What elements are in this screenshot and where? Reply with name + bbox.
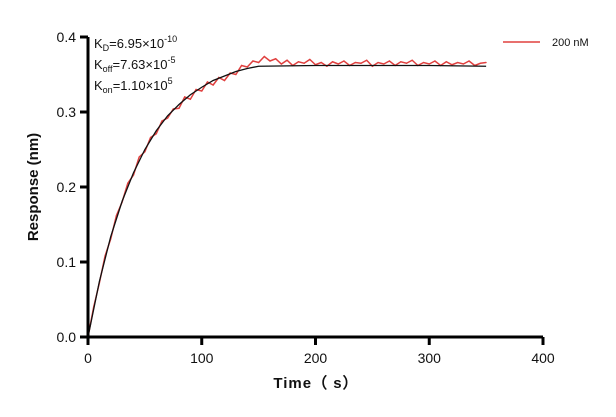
x-axis-label: Time（ s） [273,374,358,392]
x-tick-label: 300 [418,350,442,366]
data-point [161,120,163,122]
data-point [269,60,271,62]
y-tick-label: 0.0 [57,329,77,345]
data-point [485,61,487,64]
legend: 200 nM [503,37,589,49]
kd-annotation: KD=6.95×10-10 [94,34,177,53]
data-point [468,60,470,62]
data-point [240,64,243,67]
data-point [445,61,447,63]
legend-label: 200 nM [552,37,589,49]
data-point [422,61,425,64]
data-point [258,61,260,64]
x-tick-label: 100 [190,350,214,366]
data-point [457,61,459,64]
y-tick-label: 0.4 [57,29,77,45]
data-point [360,62,362,64]
data-point [275,58,277,60]
data-point [184,96,186,98]
x-tick-label: 200 [304,350,328,366]
kon-annotation: Kon=1.10×105 [94,76,173,95]
data-point [343,60,345,62]
data-point [337,63,339,65]
x-tick-label: 0 [84,350,92,366]
data-point [366,59,368,61]
data-point [178,107,180,109]
data-point [149,136,152,139]
fit-curve [87,64,487,338]
y-axis: 0.0 0.1 0.2 0.3 0.4 [57,29,90,345]
koff-annotation: Koff=7.63×10-5 [94,55,175,74]
data-point [212,84,214,86]
plot-area [87,55,487,338]
data-point [252,60,254,62]
data-point [155,133,157,135]
data-point [138,156,140,158]
data-point [115,214,118,217]
data-point [223,79,226,82]
data-point [201,90,203,92]
data-point [462,63,464,65]
data-point [331,61,334,63]
kinetics-annotation: KD=6.95×10-10 Koff=7.63×10-5 Kon=1.10×10… [94,34,177,95]
data-point [479,62,482,64]
data-point [309,58,311,61]
data-point [280,63,282,65]
y-axis-label: Response (nm) [25,133,42,241]
data-point [297,61,300,63]
data-point [434,60,436,62]
data-point [303,62,305,64]
data-point [189,98,191,100]
data-point [451,64,453,66]
data-point [167,117,169,119]
data-point [127,182,129,184]
data-point [263,55,265,58]
series-line-200nm [87,55,487,338]
data-point [383,63,385,65]
data-point [411,59,413,61]
y-tick-label: 0.3 [57,104,77,120]
data-point [377,61,379,64]
data-point [195,88,197,91]
y-tick-label: 0.1 [57,254,77,270]
data-point [405,62,408,64]
data-point [428,63,430,65]
data-point [400,61,402,63]
data-point [320,61,322,64]
data-point [206,81,209,83]
data-point [246,66,248,68]
x-axis: 0 100 200 300 400 [84,335,555,366]
y-tick-label: 0.2 [57,179,77,195]
data-point [388,60,391,62]
data-point [235,73,237,76]
data-point [354,61,356,64]
data-point [286,59,288,61]
x-tick-label: 400 [531,350,555,366]
